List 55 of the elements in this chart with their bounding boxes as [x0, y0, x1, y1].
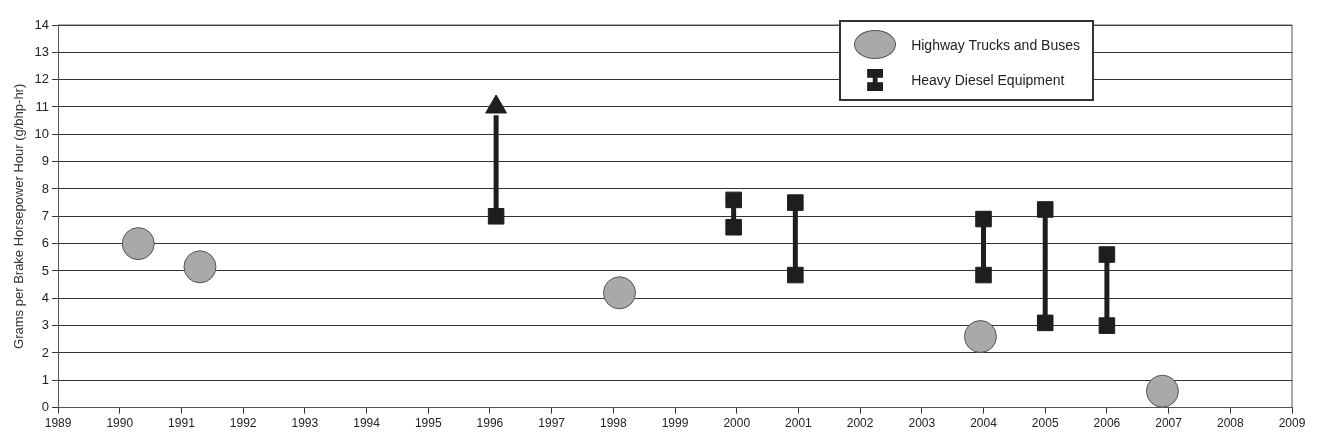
y-tick-label: 0	[41, 399, 50, 415]
y-tick-label: 6	[41, 235, 50, 251]
point	[1036, 201, 1054, 218]
x-tick-label: 1993	[291, 416, 319, 431]
x-tick-label: 1990	[106, 416, 134, 431]
y-tick-label: 10	[34, 125, 50, 141]
x-tick-label: 1999	[661, 416, 689, 431]
x-tick-label: 1989	[44, 416, 72, 431]
x-tick-label: 2009	[1278, 416, 1306, 431]
y-tick-label: 9	[41, 153, 50, 169]
point	[603, 276, 636, 310]
point	[1098, 317, 1116, 334]
x-tick-label: 2002	[846, 416, 874, 431]
x-tick-label: 2007	[1155, 416, 1183, 431]
x-tick-label: 2000	[723, 416, 751, 431]
point	[787, 266, 804, 284]
x-tick-label: 2004	[970, 416, 998, 431]
x-tick-label: 1998	[599, 416, 627, 431]
point	[787, 194, 804, 211]
y-tick-label: 14	[34, 16, 50, 32]
y-tick-label: 3	[41, 317, 50, 333]
x-tick-label: 1995	[414, 416, 442, 431]
x-tick-label: 1997	[538, 416, 566, 431]
point	[975, 266, 992, 284]
point	[1036, 314, 1054, 332]
y-tick-label: 7	[41, 207, 50, 223]
point	[725, 191, 742, 209]
legend-label: Highway Trucks and Buses	[911, 36, 1080, 53]
point	[183, 250, 217, 284]
point	[121, 227, 155, 261]
y-tick-label: 5	[41, 262, 50, 278]
y-tick-label: 1	[41, 371, 50, 387]
y-tick-label: 4	[41, 289, 50, 305]
y-tick-label: 12	[34, 71, 50, 87]
y-tick-label: 8	[41, 180, 50, 196]
x-tick-label: 1992	[229, 416, 257, 431]
point	[487, 208, 505, 225]
x-tick-label: 1994	[353, 416, 381, 431]
point	[975, 210, 992, 228]
legend-label: Heavy Diesel Equipment	[911, 72, 1065, 88]
x-tick-label: 2003	[908, 416, 936, 431]
point	[1145, 374, 1179, 408]
y-tick-label: 13	[34, 43, 50, 59]
x-tick-label: 1991	[168, 416, 196, 431]
point	[963, 320, 997, 354]
x-tick-label: 2006	[1093, 416, 1121, 431]
point	[1098, 246, 1116, 263]
point	[725, 218, 742, 236]
x-tick-label: 2008	[1216, 416, 1244, 431]
y-axis-title: Grams per Brake Horsepower Hour (g/bhp-hr)	[11, 83, 27, 349]
y-tick-label: 2	[41, 344, 50, 360]
x-tick-label: 1996	[476, 416, 504, 431]
x-tick-label: 2001	[785, 416, 813, 431]
x-tick-label: 2005	[1031, 416, 1059, 431]
y-tick-label: 11	[35, 98, 50, 114]
